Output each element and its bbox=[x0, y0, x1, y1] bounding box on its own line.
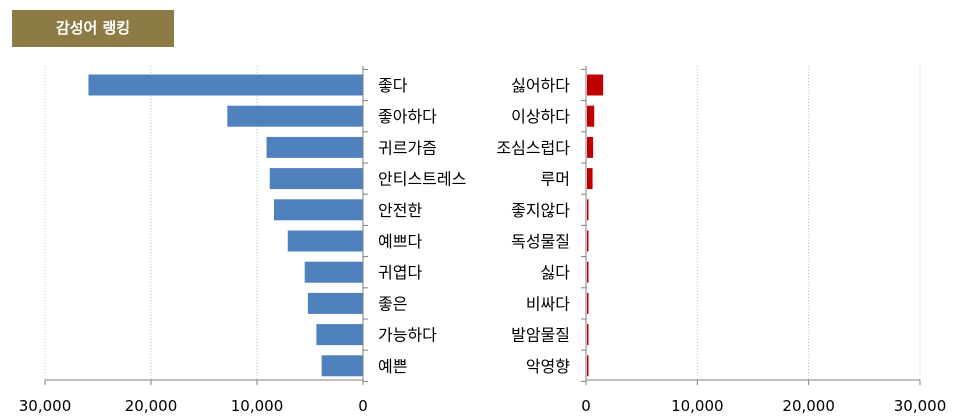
left-chart-bars bbox=[88, 74, 364, 377]
right-category-label: 조심스럽다 bbox=[496, 138, 570, 157]
left-chart-grid bbox=[44, 66, 258, 380]
left-bar bbox=[269, 168, 363, 190]
left-tick-label: 0 bbox=[358, 397, 368, 415]
left-category-label: 좋아하다 bbox=[378, 107, 437, 126]
left-category-label: 귀엽다 bbox=[378, 263, 422, 282]
left-category-label: 좋다 bbox=[378, 76, 408, 95]
right-category-label: 싫어하다 bbox=[511, 76, 570, 95]
right-category-label: 좋지않다 bbox=[511, 201, 570, 220]
left-bar bbox=[227, 105, 363, 127]
left-chart-axis: 30,000 20,000 10,000 0 bbox=[19, 66, 368, 415]
left-bar bbox=[266, 136, 363, 158]
right-category-label: 발암물질 bbox=[511, 326, 570, 345]
left-category-label: 가능하다 bbox=[378, 326, 437, 345]
right-bar bbox=[587, 292, 589, 314]
right-tick-label: 20,000 bbox=[782, 397, 835, 415]
right-category-label: 이상하다 bbox=[511, 107, 570, 126]
left-bar bbox=[316, 324, 363, 346]
left-bar bbox=[273, 199, 363, 221]
right-chart-bars bbox=[587, 74, 604, 377]
right-tick-label: 0 bbox=[581, 397, 591, 415]
left-bar bbox=[321, 355, 363, 377]
right-tick-label: 10,000 bbox=[671, 397, 724, 415]
right-chart-grid bbox=[696, 66, 921, 380]
right-bar bbox=[587, 199, 589, 221]
right-category-label: 악영향 bbox=[526, 357, 570, 376]
left-category-label: 예쁘다 bbox=[378, 232, 422, 251]
left-tick-label: 20,000 bbox=[125, 397, 178, 415]
right-bar bbox=[587, 168, 593, 190]
left-category-label: 예쁜 bbox=[378, 357, 407, 376]
left-bar bbox=[88, 74, 364, 96]
left-category-label: 안티스트레스 bbox=[378, 170, 466, 189]
right-category-label: 루머 bbox=[541, 170, 570, 189]
left-category-label: 좋은 bbox=[378, 294, 407, 313]
left-bar bbox=[307, 292, 363, 314]
right-bar bbox=[587, 355, 589, 377]
right-chart-axis: 0 10,000 20,000 30,000 bbox=[581, 66, 946, 415]
right-bar bbox=[587, 261, 589, 283]
right-category-label: 싫다 bbox=[541, 263, 571, 282]
right-tick-label: 30,000 bbox=[894, 397, 947, 415]
right-bar bbox=[587, 230, 589, 252]
left-category-label: 안전한 bbox=[378, 201, 422, 220]
right-bar bbox=[587, 324, 589, 346]
left-tick-label: 30,000 bbox=[19, 397, 72, 415]
left-bar bbox=[287, 230, 363, 252]
right-bar bbox=[587, 74, 604, 96]
left-bar bbox=[304, 261, 363, 283]
left-category-label: 귀르가즘 bbox=[378, 138, 437, 157]
right-bar bbox=[587, 105, 595, 127]
page-title: 감성어 랭킹 bbox=[12, 10, 174, 47]
right-category-label: 독성물질 bbox=[511, 232, 570, 251]
right-category-label: 비싸다 bbox=[526, 294, 570, 313]
left-tick-label: 10,000 bbox=[231, 397, 284, 415]
right-bar bbox=[587, 136, 594, 158]
